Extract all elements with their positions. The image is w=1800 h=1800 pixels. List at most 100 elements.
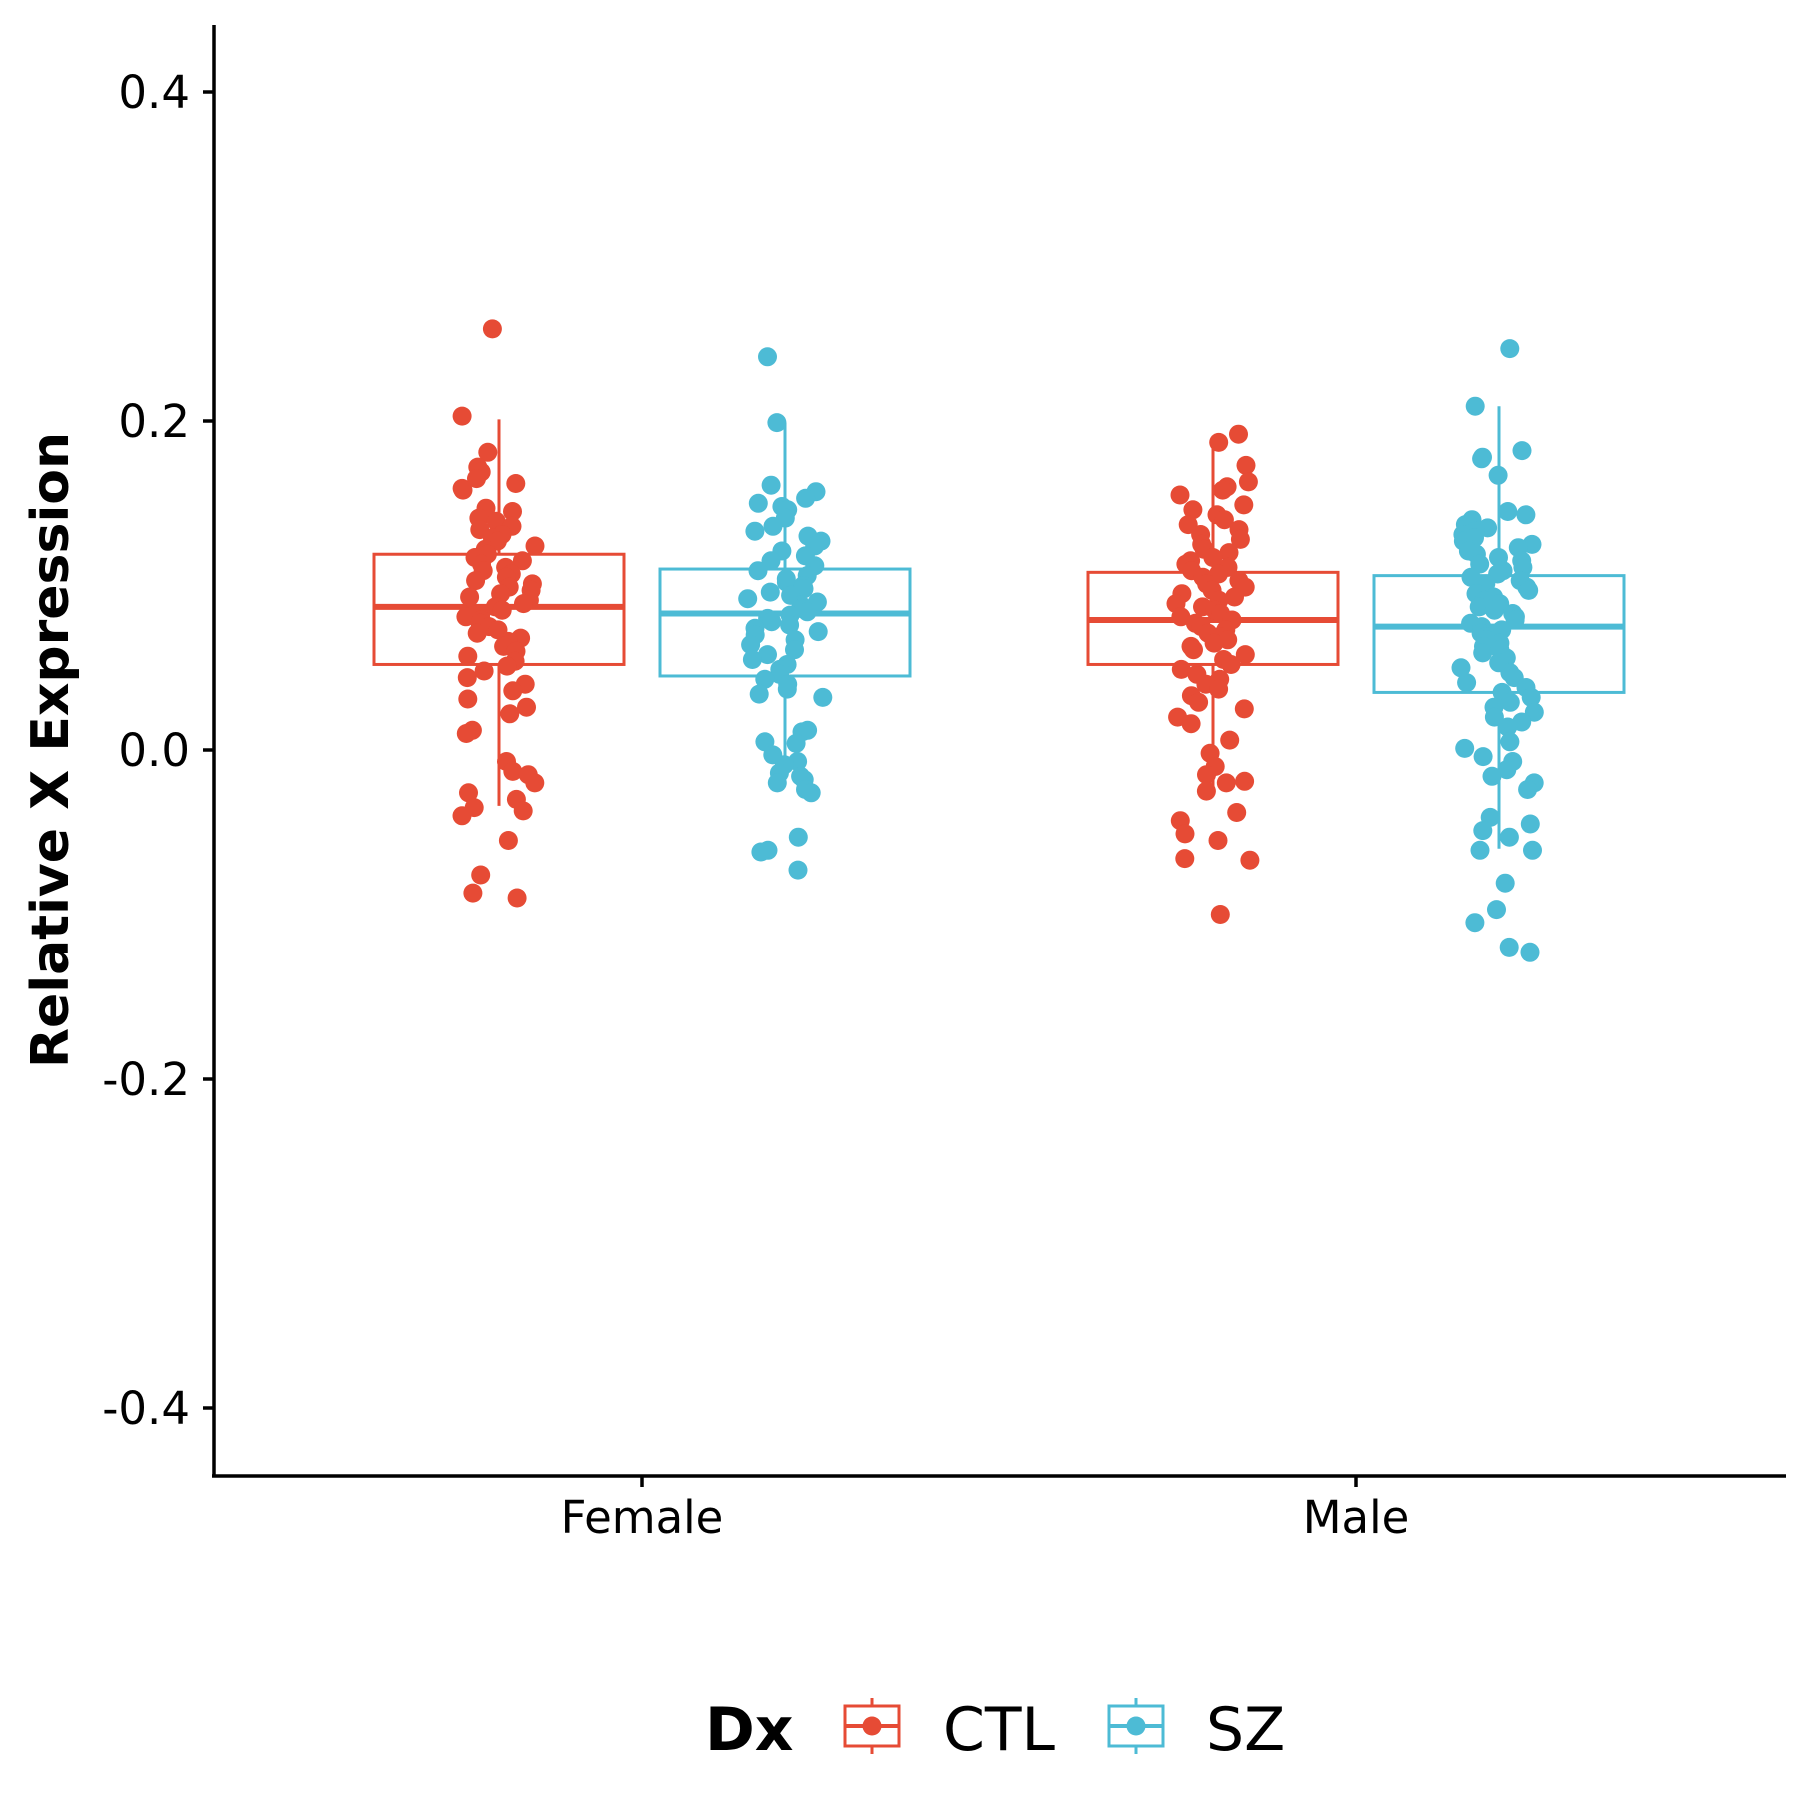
data-point [1214, 510, 1234, 530]
data-point [1235, 645, 1255, 665]
data-point [1484, 600, 1504, 620]
data-point [1465, 913, 1485, 933]
data-point [1175, 824, 1195, 844]
data-point [763, 516, 783, 536]
data-point [1487, 900, 1506, 920]
y-tick-label: 0.4 [118, 66, 190, 119]
legend-key-point [862, 1716, 882, 1736]
data-point [1461, 567, 1481, 587]
data-point [813, 687, 833, 707]
points-sz-male [1451, 339, 1544, 962]
data-point [525, 536, 545, 556]
data-point [1208, 831, 1228, 850]
data-point [788, 827, 808, 847]
data-point [762, 612, 782, 632]
data-point [492, 600, 512, 620]
data-point [749, 684, 769, 704]
data-point [1488, 465, 1508, 485]
data-point [1210, 905, 1230, 924]
data-point [1203, 548, 1223, 567]
data-point [801, 783, 821, 803]
data-point [1473, 747, 1493, 767]
data-point [1234, 495, 1254, 515]
data-point [1175, 849, 1195, 869]
data-point [1196, 781, 1216, 801]
data-point [1209, 432, 1229, 452]
data-point [761, 475, 781, 495]
points-ctl-female [452, 319, 545, 908]
data-point [1521, 687, 1541, 707]
data-point [463, 883, 483, 903]
data-point [1470, 840, 1490, 860]
data-point [758, 347, 777, 367]
data-point [1520, 814, 1540, 834]
data-point [459, 783, 478, 803]
data-point [780, 615, 800, 635]
data-point [1499, 937, 1519, 957]
data-point [1171, 607, 1191, 627]
points-sz-female [738, 347, 833, 880]
legend-key-ctl [843, 1698, 901, 1754]
data-point [506, 474, 526, 493]
data-point [1505, 610, 1525, 630]
data-point [497, 656, 517, 676]
legend-label-ctl: CTL [943, 1695, 1056, 1765]
y-tick-label: -0.2 [102, 1053, 190, 1106]
data-point [1221, 655, 1241, 674]
data-point [1209, 679, 1229, 699]
data-point [498, 831, 518, 850]
data-point [761, 551, 781, 571]
data-point [1497, 760, 1517, 780]
data-point [517, 697, 536, 717]
data-point [456, 607, 476, 627]
data-point [1482, 766, 1502, 786]
y-axis: 0.4 0.2 0.0 -0.2 -0.4 [102, 66, 214, 1435]
data-point [1523, 840, 1542, 860]
data-point [503, 681, 523, 701]
data-point [741, 635, 761, 655]
data-point [466, 571, 486, 591]
data-point [458, 689, 478, 709]
data-point [1204, 633, 1224, 653]
data-point [748, 493, 768, 513]
data-point [525, 773, 545, 793]
y-tick-label: 0.0 [118, 724, 190, 777]
data-point [745, 521, 765, 541]
data-point [453, 480, 473, 500]
data-point [482, 319, 502, 339]
data-point [1520, 942, 1540, 962]
data-point [1469, 597, 1489, 617]
y-tick-label: -0.4 [102, 1382, 190, 1435]
data-point [1189, 692, 1209, 712]
data-point [1519, 580, 1539, 600]
data-point [1216, 773, 1236, 793]
data-point [467, 469, 486, 489]
data-point [1498, 717, 1518, 737]
data-point [1229, 424, 1248, 444]
data-point [1234, 699, 1254, 719]
data-point [452, 406, 472, 426]
data-point [808, 622, 828, 642]
data-point [1472, 449, 1492, 469]
data-point [785, 640, 804, 660]
data-point [1183, 500, 1203, 520]
legend-key-point [1126, 1716, 1146, 1736]
plot-area [372, 319, 1626, 962]
data-point [767, 773, 787, 793]
x-tick-label: Male [1303, 1491, 1410, 1544]
data-point [1225, 587, 1244, 607]
data-point [1518, 780, 1538, 799]
data-point [1516, 505, 1536, 525]
data-point [507, 888, 527, 908]
x-axis: Female Male [561, 1476, 1410, 1544]
data-point [760, 582, 780, 602]
legend-label-sz: SZ [1206, 1695, 1285, 1765]
data-point [1500, 732, 1520, 752]
data-point [1171, 659, 1191, 679]
points-ctl-male [1166, 424, 1260, 924]
data-point [767, 413, 787, 433]
data-point [1219, 543, 1239, 563]
data-point [1230, 529, 1250, 549]
data-point [503, 502, 522, 521]
